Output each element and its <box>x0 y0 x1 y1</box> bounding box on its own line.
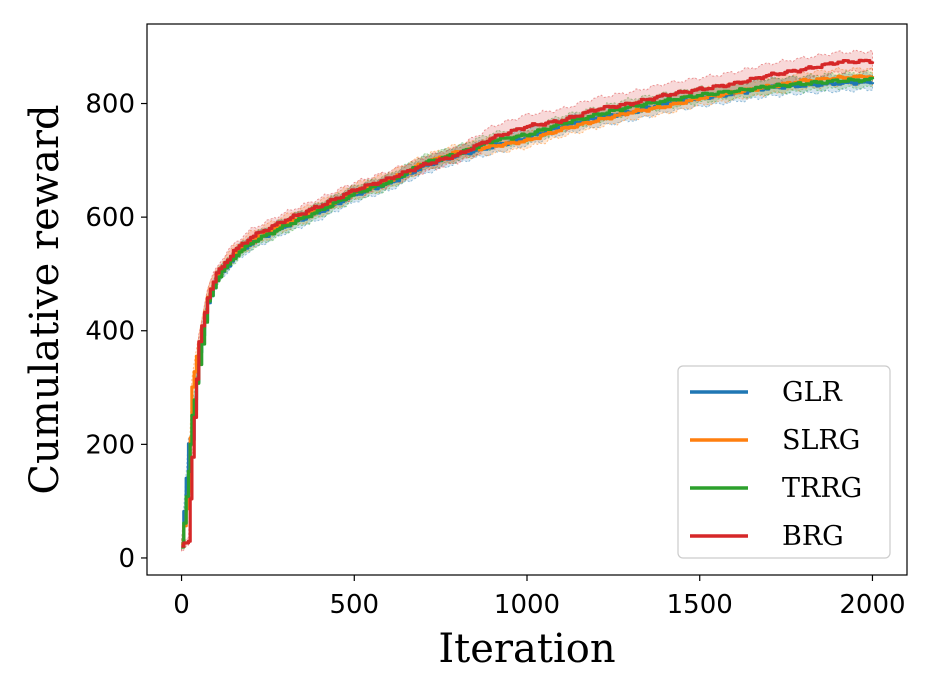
band-slrg <box>181 66 873 549</box>
line-brg <box>181 58 875 548</box>
y-tick-label: 800 <box>85 90 135 120</box>
legend-label-glr: GLR <box>782 377 842 408</box>
legend-label-slrg: SLRG <box>782 425 860 456</box>
x-axis-ticks: 0 500 1000 1500 2000 <box>173 575 906 620</box>
legend: GLR SLRG TRRG BRG <box>677 365 891 559</box>
legend-label-brg: BRG <box>782 521 844 552</box>
y-tick-label: 600 <box>85 203 135 233</box>
x-tick-label: 0 <box>173 590 190 620</box>
legend-box <box>677 365 891 559</box>
y-axis-ticks: 0 200 400 600 800 <box>85 90 147 574</box>
y-tick-label: 200 <box>85 430 135 460</box>
band-brg <box>181 49 873 553</box>
y-tick-label: 400 <box>85 317 135 347</box>
y-tick-label: 0 <box>118 544 135 574</box>
x-tick-label: 500 <box>329 590 379 620</box>
y-axis-title: Cumulative reward <box>22 104 68 494</box>
line-trrg <box>181 76 875 549</box>
x-tick-label: 1500 <box>667 590 733 620</box>
series-lines <box>181 58 875 549</box>
x-axis-title: Iteration <box>438 626 615 672</box>
x-tick-label: 2000 <box>839 590 905 620</box>
x-tick-label: 1000 <box>494 590 560 620</box>
legend-label-trrg: TRRG <box>782 473 862 504</box>
